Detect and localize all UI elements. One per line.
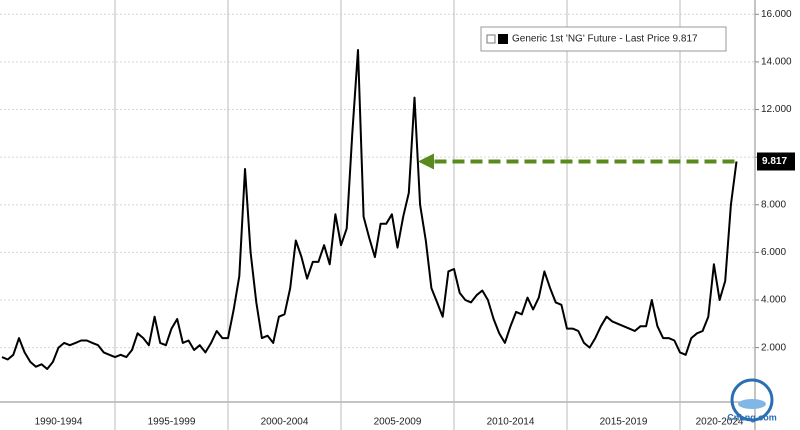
y-tick-label: 6.000 [761,247,786,258]
watermark: CnLng.com [727,412,777,422]
legend-text: Generic 1st 'NG' Future - Last Price 9.8… [512,34,698,45]
y-tick-label: 16.000 [761,9,792,20]
y-tick-label: 14.000 [761,57,792,68]
last-price-label: 9.817 [762,156,787,167]
last-price-box [757,152,795,171]
y-tick-label: 2.000 [761,342,786,353]
x-tick-label: 1990-1994 [35,417,83,428]
y-tick-label: 8.000 [761,199,786,210]
logo-wave [738,399,766,409]
x-tick-label: 2020-2024 [696,417,744,428]
x-tick-label: 2010-2014 [487,417,535,428]
legend-box [480,26,727,52]
x-tick-label: 2000-2004 [261,417,309,428]
legend-icon-outer [486,34,496,44]
x-tick-label: 2005-2009 [374,417,422,428]
arrow-head [418,153,434,170]
y-tick-label: 12.000 [761,104,792,115]
legend-swatch [498,34,508,44]
price-line [1,49,738,370]
logo-circle [730,378,774,422]
x-tick-label: 1995-1999 [148,417,196,428]
x-tick-label: 2015-2019 [600,417,648,428]
y-tick-label: 4.000 [761,295,786,306]
